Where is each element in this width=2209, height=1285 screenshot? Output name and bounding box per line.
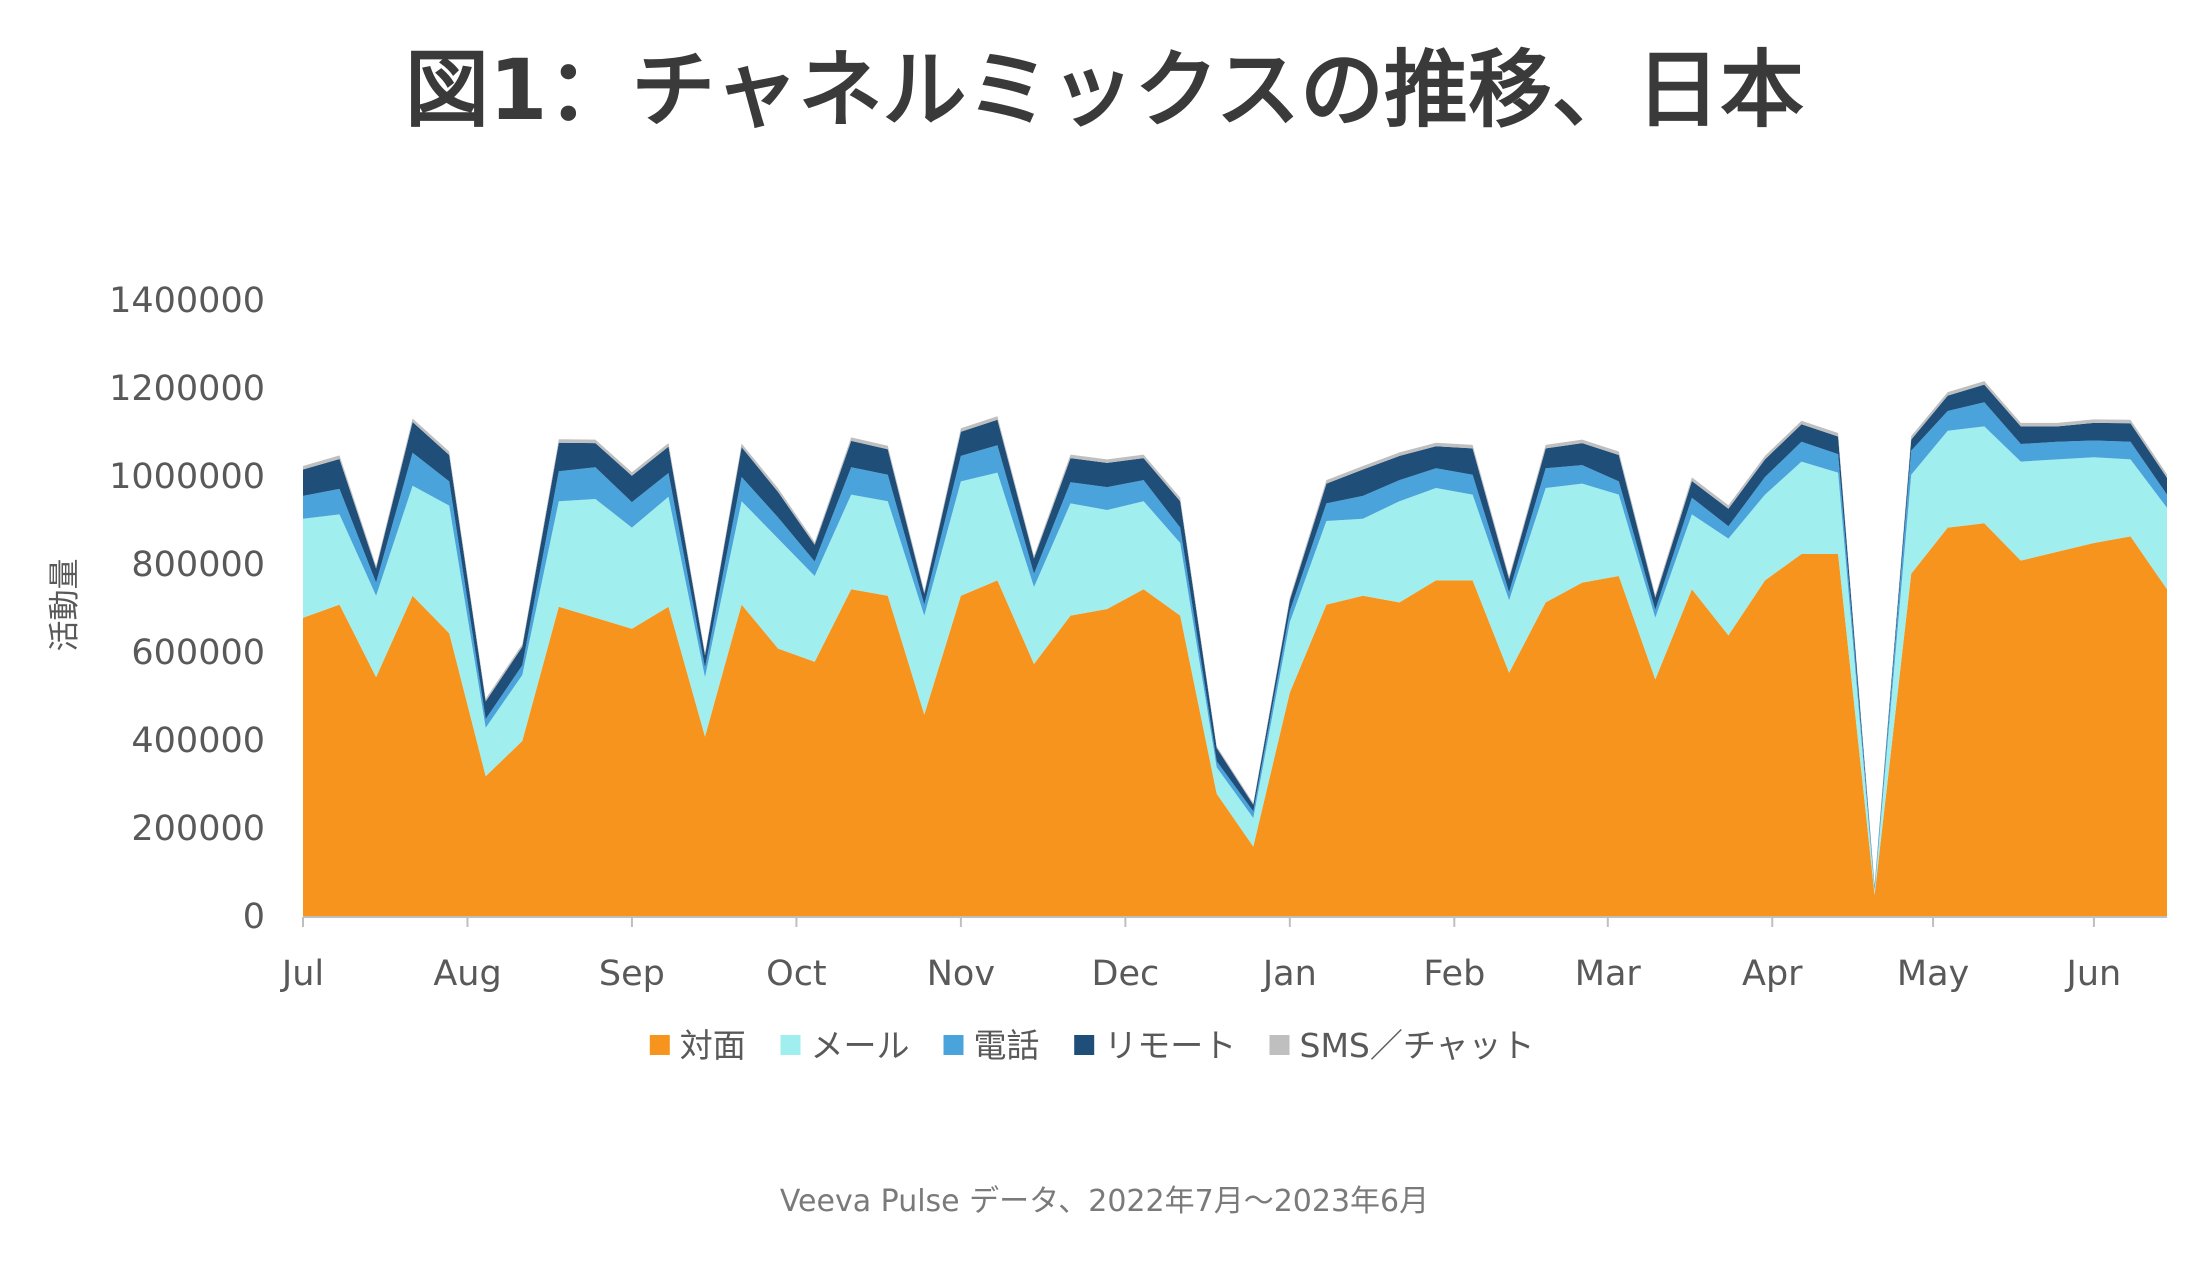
y-tick-label: 1200000 [109, 369, 265, 409]
chart-title: 図1：チャネルミックスの推移、日本 [404, 41, 1805, 139]
x-tick-label: Jul [280, 954, 324, 994]
legend-label: 電話 [974, 1026, 1040, 1065]
legend-swatch [1269, 1035, 1290, 1055]
y-tick-label: 1000000 [109, 457, 265, 497]
x-tick-label: Mar [1575, 954, 1642, 994]
y-tick-label: 1400000 [109, 281, 265, 321]
y-tick-label: 0 [243, 897, 265, 937]
x-tick-label: Apr [1742, 954, 1803, 994]
series-areas [303, 381, 2167, 917]
x-tick-label: Jan [1261, 954, 1317, 994]
y-axis: 0 200000 400000 600000 800000 1000000 1200000 1… [109, 281, 265, 937]
x-tick-label: Aug [433, 954, 501, 994]
legend-swatch [1074, 1035, 1095, 1055]
x-tick-label: Jun [2065, 954, 2122, 994]
area-series-2 [303, 426, 2167, 895]
y-tick-label: 400000 [131, 721, 265, 761]
x-axis: Jul Aug Sep Oct Nov Dec Jan Feb Mar Apr May Jun [280, 916, 2167, 994]
source-note: Veeva Pulse データ、2022年7月～2023年6月 [779, 1184, 1430, 1219]
x-tick-label: Feb [1423, 954, 1485, 994]
legend-swatch [649, 1035, 670, 1055]
legend-label: 対面 [680, 1026, 746, 1065]
area-series-1 [303, 523, 2167, 917]
x-tick-label: Oct [766, 954, 827, 994]
x-tick-label: Nov [927, 954, 995, 994]
x-tick-label: Dec [1092, 954, 1160, 994]
legend: 対面 メール 電話 リモート SMS／チャット [649, 1026, 1535, 1065]
legend-swatch [780, 1035, 801, 1055]
area-series-3 [303, 402, 2167, 891]
y-axis-label: 活動量 [47, 559, 83, 652]
y-tick-label: 600000 [131, 633, 265, 673]
legend-label: メール [811, 1026, 910, 1065]
x-tick-label: May [1897, 954, 1969, 994]
legend-label: SMS／チャット [1300, 1026, 1535, 1065]
y-tick-label: 800000 [131, 545, 265, 585]
legend-label: リモート [1104, 1026, 1236, 1065]
x-tick-label: Sep [599, 954, 665, 994]
y-tick-label: 200000 [131, 809, 265, 849]
legend-swatch [943, 1035, 964, 1055]
